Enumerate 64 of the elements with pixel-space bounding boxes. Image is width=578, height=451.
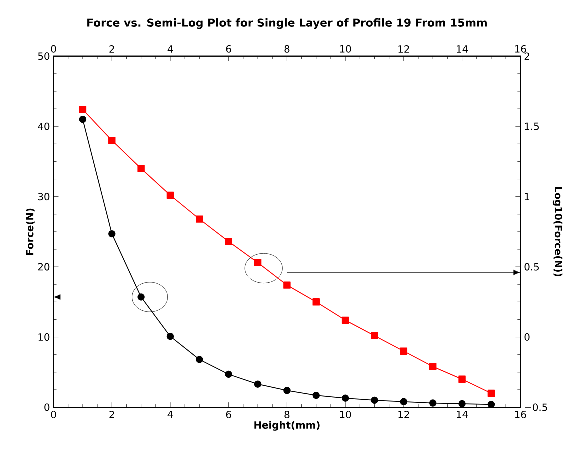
point [79, 106, 87, 114]
x2-tick-label: 16 [515, 45, 526, 53]
y2-tick-label: 1 [525, 193, 530, 200]
point [312, 298, 320, 306]
point [225, 370, 232, 378]
y2-axis-title: Log10(Force(N)) [552, 187, 563, 277]
y-tick-label: 10 [38, 334, 50, 342]
point [400, 398, 408, 406]
point [138, 165, 145, 172]
x2-tick-label: 4 [168, 46, 174, 53]
x-tick-label: 12 [398, 410, 410, 418]
point [166, 192, 174, 200]
x2-tick-label: 0 [51, 45, 56, 53]
y-tick-label: 20 [38, 263, 50, 271]
y2-tick-label: 1.5 [525, 122, 539, 130]
y-tick-label: 0 [44, 404, 50, 412]
x2-tick-label: 8 [284, 45, 290, 53]
x-tick-label: 0 [51, 410, 56, 418]
point [254, 380, 262, 388]
point [196, 216, 204, 223]
x-tick-label: 4 [168, 410, 174, 418]
x-tick-label: 16 [515, 410, 526, 418]
chart-title: Force vs. Semi-Log Plot for Single Layer of Profile 19 From 15mm [88, 18, 487, 30]
point [342, 394, 350, 402]
point [138, 294, 145, 301]
point [400, 348, 408, 355]
x2-tick-label: 12 [398, 46, 410, 53]
x-axis-title: Height(mm) [254, 421, 320, 431]
y2-tick-label: 2 [524, 52, 530, 60]
point [458, 400, 466, 408]
point [342, 316, 350, 324]
y-tick-label: 30 [38, 193, 50, 201]
point [488, 401, 496, 408]
point [371, 396, 378, 404]
point [429, 363, 437, 370]
y-tick-label: 40 [38, 122, 50, 130]
x2-tick-label: 10 [340, 45, 352, 53]
x-tick-label: 8 [284, 410, 290, 418]
point [79, 116, 87, 124]
point [312, 392, 320, 400]
point [371, 332, 378, 340]
x-tick-label: 2 [110, 410, 114, 418]
y-axis-title: Force(N) [26, 208, 35, 255]
x-tick-label: 6 [226, 410, 232, 418]
point [284, 387, 291, 394]
x2-tick-label: 6 [226, 45, 232, 53]
point [196, 356, 204, 364]
x2-tick-label: 14 [457, 46, 468, 53]
point [488, 390, 496, 398]
point [429, 400, 437, 407]
point [284, 282, 291, 289]
point [166, 332, 174, 340]
point [108, 230, 116, 238]
point [254, 259, 262, 266]
y-tick-label: 50 [38, 52, 50, 60]
x-tick-label: 14 [457, 410, 468, 418]
point [458, 376, 466, 384]
y2-tick-label: 0 [524, 334, 530, 342]
x2-tick-label: 2 [110, 46, 114, 53]
point [108, 137, 116, 144]
point [225, 238, 232, 246]
y2-tick-label: −0.5 [525, 404, 548, 412]
x-tick-label: 10 [340, 410, 352, 418]
y2-tick-label: 0.5 [524, 263, 539, 271]
